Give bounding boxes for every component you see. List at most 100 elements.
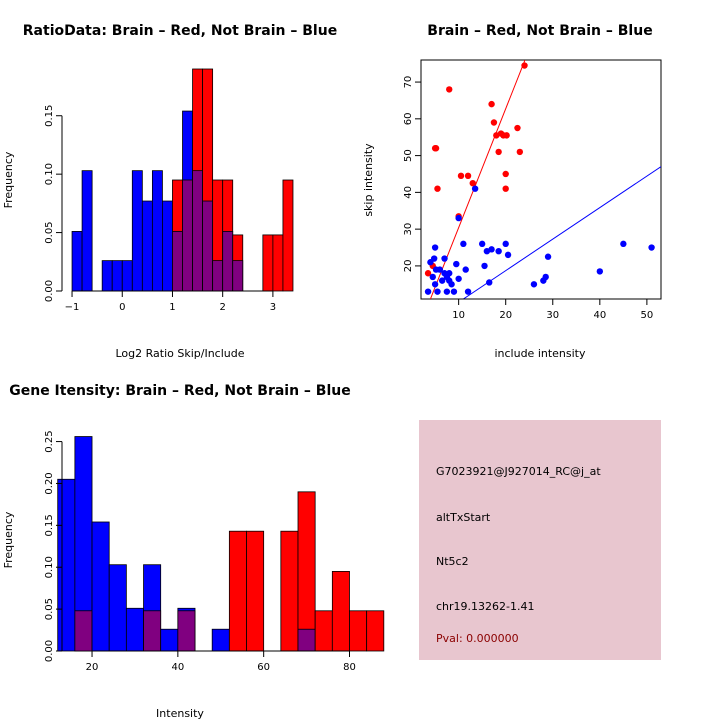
x-tick-label: 20 — [86, 662, 99, 673]
brain-point — [424, 270, 432, 277]
y-tick-label: 0.05 — [44, 598, 55, 620]
y-tick-label: 0.10 — [44, 556, 55, 578]
not-brain-point — [429, 273, 436, 281]
not-brain-point — [431, 244, 439, 251]
brain-bar — [349, 610, 368, 652]
not-brain-point — [450, 288, 458, 295]
x-tick-label: 30 — [546, 310, 559, 321]
gene-histogram-title: Gene Itensity: Brain – Red, Not Brain – … — [9, 383, 351, 399]
not-brain-point — [544, 253, 552, 260]
info-panel: G7023921@J927014_RC@j_at altTxStart Nt5c… — [419, 420, 661, 660]
x-tick-label: 10 — [452, 310, 465, 321]
not-brain-point — [424, 288, 432, 295]
intensity-scatter-panel: Brain – Red, Not Brain – Blue include in… — [362, 23, 662, 360]
not-brain-point — [464, 288, 472, 295]
not-brain-point — [471, 185, 479, 192]
y-tick-label: 0.15 — [44, 105, 55, 127]
not-brain-fit-line — [463, 166, 661, 299]
not-brain-point — [431, 281, 439, 288]
not-brain-point — [434, 288, 441, 295]
brain-bar — [331, 571, 350, 652]
not-brain-bar — [71, 231, 83, 292]
not-brain-bar — [151, 170, 163, 292]
not-brain-point — [530, 281, 538, 288]
not-brain-point — [438, 277, 446, 284]
ratio-histogram-ylabel: Frequency — [2, 151, 15, 208]
not-brain-point — [542, 273, 549, 281]
not-brain-point — [648, 244, 655, 251]
x-tick-label: 1 — [169, 302, 175, 313]
not-brain-point — [488, 246, 495, 253]
not-brain-point — [441, 255, 448, 262]
brain-point — [488, 100, 495, 108]
brain-point — [502, 170, 509, 178]
brain-bar — [228, 530, 247, 652]
x-tick-label: 20 — [499, 310, 512, 321]
y-tick-label: 50 — [403, 149, 414, 162]
not-brain-point — [620, 240, 627, 248]
not-brain-point — [460, 240, 467, 248]
not-brain-point — [455, 214, 462, 222]
y-tick-label: 0.00 — [44, 280, 55, 302]
y-tick-label: 20 — [403, 260, 414, 273]
ratio-histogram-xlabel: Log2 Ratio Skip/Include — [115, 347, 244, 360]
gene-intensity-histogram-panel: Gene Itensity: Brain – Red, Not Brain – … — [2, 383, 385, 720]
y-tick-label: 30 — [403, 223, 414, 236]
not-brain-point — [596, 268, 604, 275]
plot-area — [424, 60, 661, 299]
overlap-bar — [172, 231, 183, 292]
brain-bar — [272, 234, 284, 292]
x-tick-label: 50 — [641, 310, 654, 321]
brain-point — [457, 172, 465, 180]
brain-bar — [262, 234, 274, 292]
info-background — [419, 420, 661, 660]
scatter-ylabel: skip intensity — [362, 143, 375, 217]
y-tick-label: 0.10 — [44, 163, 55, 185]
not-brain-point — [436, 266, 444, 273]
not-brain-bar — [160, 628, 179, 652]
scatter-title: Brain – Red, Not Brain – Blue — [427, 23, 652, 39]
ratio-histogram-title: RatioData: Brain – Red, Not Brain – Blue — [23, 23, 337, 39]
not-brain-point — [502, 240, 509, 248]
x-tick-label: 0 — [119, 302, 125, 313]
not-brain-bar — [125, 607, 144, 652]
brain-point — [503, 132, 510, 139]
info-event-type: altTxStart — [436, 511, 491, 524]
brain-bar — [246, 530, 265, 652]
not-brain-bar — [162, 200, 173, 292]
overlap-bar — [297, 628, 316, 652]
brain-bar — [282, 179, 294, 292]
brain-bar — [280, 530, 299, 652]
not-brain-point — [486, 279, 493, 286]
ratio-histogram-panel: RatioData: Brain – Red, Not Brain – Blue… — [2, 23, 337, 360]
not-brain-point — [448, 281, 455, 288]
brain-point — [514, 124, 521, 132]
overlap-bar — [222, 231, 234, 292]
info-pval: Pval: 0.000000 — [436, 632, 519, 645]
not-brain-point — [446, 270, 453, 277]
not-brain-point — [504, 251, 512, 259]
not-brain-bar — [108, 564, 127, 652]
overlap-bar — [192, 170, 203, 292]
brain-point — [434, 185, 441, 192]
y-tick-label: 0.20 — [44, 472, 55, 494]
not-brain-point — [430, 255, 438, 262]
not-brain-bar — [81, 170, 93, 292]
y-tick-label: 0.25 — [44, 430, 55, 452]
scatter-xlabel: include intensity — [494, 347, 586, 360]
not-brain-point — [443, 288, 451, 295]
brain-point — [464, 172, 472, 180]
not-brain-point — [462, 266, 469, 273]
brain-point — [432, 145, 440, 152]
overlap-bar — [212, 260, 224, 292]
not-brain-bar — [57, 478, 76, 652]
x-tick-label: 40 — [171, 662, 184, 673]
not-brain-point — [481, 262, 488, 270]
y-tick-label: 0.15 — [44, 514, 55, 536]
y-tick-label: 40 — [403, 186, 414, 199]
brain-point — [446, 86, 453, 93]
y-tick-label: 0.00 — [44, 640, 55, 662]
overlap-bar — [202, 200, 214, 292]
not-brain-point — [453, 260, 460, 268]
